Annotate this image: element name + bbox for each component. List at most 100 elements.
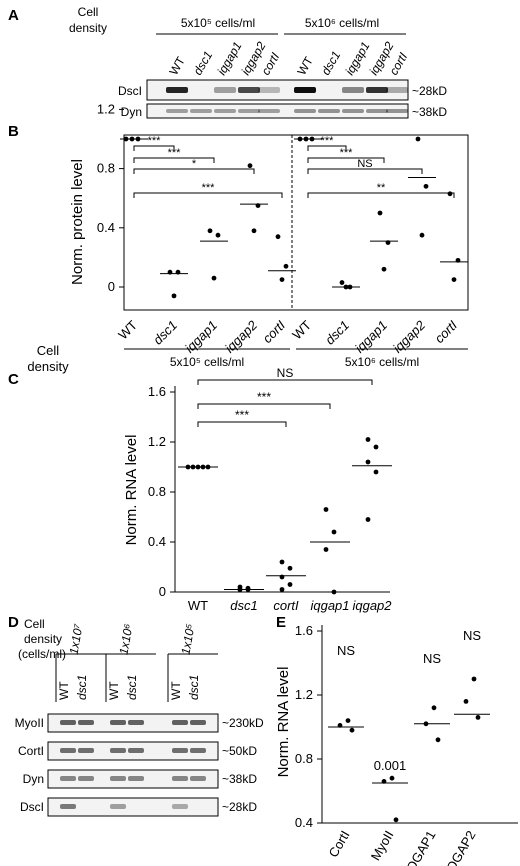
panel-b-x-ticks: WT dsc1 iqgap1 iqgap2 cortI WT dsc1 iqgap1 iqgap… <box>115 317 460 356</box>
panel-b-point <box>347 284 353 290</box>
panel-c-y-tick-label: 0 <box>159 584 166 599</box>
panel-c-point <box>365 459 371 465</box>
panel-c-sig-bracket <box>197 403 331 409</box>
panel-e-x-tick-label-IQGAP2: IQGAP2 <box>441 828 478 866</box>
panel-a-letter: A <box>8 7 19 24</box>
panel-b-x-tick-label-WT: WT <box>115 317 140 342</box>
panel-c-x-tick-label-dsc1: dsc1 <box>230 598 257 613</box>
panel-b-point <box>339 280 345 285</box>
panel-b-y-ticks: 0 0.4 0.8 1.2 <box>97 101 124 294</box>
panel-e-y-tick-label: 0.4 <box>295 815 313 830</box>
panel-d-band <box>60 776 76 781</box>
panel-e-y-ticks: 0.4 0.8 1.2 1.6 <box>295 623 322 830</box>
panel-b-left-sig-label: *** <box>202 182 216 194</box>
panel-c-y-tick-label: 1.2 <box>148 434 166 449</box>
panel-d-band <box>172 748 188 753</box>
group-label-1: 5x10⁵ cells/ml <box>181 16 255 30</box>
panel-e-x-tick-label-CortI: CortI <box>326 828 353 860</box>
panel-c-point <box>205 464 211 470</box>
panel-d-letter: D <box>8 614 19 631</box>
panel-d-band <box>60 804 76 809</box>
panel-e-x-ticks: CortI MyoII IQGAP1 IQGAP2 <box>326 828 479 866</box>
panel-b-point <box>247 163 253 169</box>
panel-c-point <box>323 547 329 552</box>
panel-e-point <box>463 699 469 704</box>
panel-c-point <box>185 464 191 470</box>
panel-c-point <box>365 517 371 522</box>
panel-d-band <box>172 776 188 781</box>
panel-d-blot-rows: MyoII ~230kD CortI ~50kD Dyn ~38kD DscI ~28kD <box>15 713 264 817</box>
dyn-band <box>190 109 212 113</box>
panel-c-point <box>237 584 243 590</box>
panel-b-points <box>120 136 468 299</box>
panel-b-point <box>385 240 391 246</box>
panel-c-letter: C <box>8 371 19 388</box>
panel-b-point <box>255 203 261 209</box>
panel-b-point <box>167 269 173 275</box>
panel-b-plot-frame <box>123 134 469 311</box>
panel-b-point <box>455 257 461 263</box>
panel-e-y-tick-label: 0.8 <box>295 751 313 766</box>
panel-b-point <box>207 228 213 234</box>
dsci-band <box>294 87 316 93</box>
panel-e-y-tick-label: 1.6 <box>295 623 313 638</box>
panel-d-band <box>172 720 188 725</box>
panel-e-letter: E <box>276 614 286 631</box>
panel-b-point <box>423 183 429 189</box>
panel-b-point <box>309 136 315 142</box>
panel-d-lane-label-dsc1: dsc1 <box>75 675 89 700</box>
blot-size-dsci: ~28kD <box>412 84 447 98</box>
panel-e-y-tick-label: 1.2 <box>295 687 313 702</box>
panel-b-point <box>123 136 129 142</box>
lane-label-dsc1: dsc1 <box>318 49 343 78</box>
panel-e-points <box>328 676 490 823</box>
panel-d-cell-density-line1: Cell <box>24 617 45 631</box>
panel-d-row-size: ~50kD <box>222 744 257 758</box>
panel-e-point <box>471 676 477 682</box>
panel-b-left-sig-bracket <box>133 168 255 174</box>
panel-b-x-tick-label-cortI: cortI <box>260 317 289 346</box>
panel-b-point <box>275 234 281 240</box>
panel-d-blot-strip <box>47 769 219 789</box>
panel-d-band <box>190 748 206 753</box>
panel-e-point <box>349 727 355 733</box>
panel-c-point <box>279 587 285 592</box>
panel-d-lane-label-WT: WT <box>57 681 71 700</box>
panel-b-point <box>135 136 141 142</box>
dsci-band <box>166 87 188 93</box>
panel-d-row-label: DscI <box>20 800 44 814</box>
panel-c-x-tick-label-WT: WT <box>188 598 208 613</box>
panel-b-point <box>419 232 425 238</box>
panel-c: C Norm. RNA level 0 0.4 0.8 1.2 1.6 WT dsc1 co… <box>8 366 392 613</box>
panel-b: B Norm. protein level 00.40.81.2 WT dsc1 i… <box>8 101 469 374</box>
dyn-band <box>214 109 236 113</box>
panel-b-left-sig-bracket <box>133 157 215 163</box>
lane-label-WT: WT <box>294 54 316 78</box>
panel-c-y-ticks: 0 0.4 0.8 1.2 1.6 <box>148 384 175 599</box>
panel-d-band <box>78 748 94 753</box>
panel-b-letter: B <box>8 123 19 140</box>
panel-c-sig-bracket <box>197 421 287 427</box>
panel-e-annotation: NS <box>423 651 441 666</box>
panel-e-point <box>435 737 441 743</box>
panel-b-point <box>279 277 285 282</box>
panel-d-band <box>110 720 126 725</box>
panel-c-point <box>195 464 201 470</box>
dyn-band <box>386 109 408 113</box>
panel-d-lane-label-dsc1: dsc1 <box>125 675 139 700</box>
panel-c-y-tick-label: 0.8 <box>148 484 166 499</box>
panel-c-point <box>331 529 337 535</box>
cell-density-label-line1: Cell <box>78 5 99 19</box>
panel-b-right-sig-label: *** <box>340 147 354 159</box>
panel-d-row-size: ~28kD <box>222 800 257 814</box>
panel-e-point <box>389 775 395 781</box>
dyn-band <box>258 109 280 113</box>
panel-c-point <box>245 585 251 591</box>
panel-d-band <box>128 720 144 725</box>
panel-c-point <box>323 507 329 512</box>
panel-b-point <box>297 136 303 142</box>
panel-b-x-tick-label-cortI: cortI <box>432 317 461 346</box>
panel-c-points <box>178 437 392 595</box>
panel-d-band <box>128 776 144 781</box>
